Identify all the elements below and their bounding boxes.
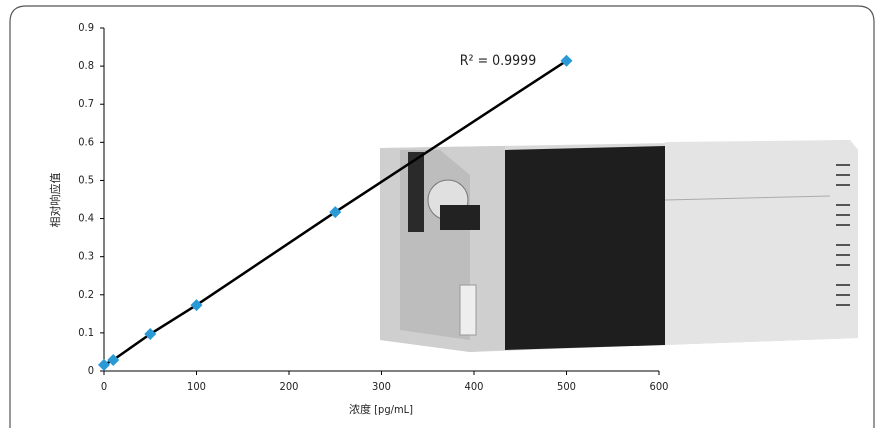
y-tick-label: 0 <box>88 364 94 377</box>
y-tick-label: 0.5 <box>78 173 94 186</box>
y-tick-label: 0.6 <box>78 135 94 148</box>
x-tick-label: 300 <box>372 380 391 393</box>
x-tick-label: 400 <box>465 380 484 393</box>
x-tick-label: 600 <box>650 380 669 393</box>
x-tick-label: 100 <box>187 380 206 393</box>
y-tick-label: 0.1 <box>78 326 94 339</box>
annotation: R² = 0.9999 <box>460 53 536 69</box>
x-tick-label: 200 <box>280 380 299 393</box>
x-tick-label: 0 <box>101 380 107 393</box>
y-tick-label: 0.8 <box>78 59 94 72</box>
y-axis-label: 相对响应值 <box>48 173 62 228</box>
y-tick-label: 0.3 <box>78 250 94 263</box>
chart: R² = 0.9999 浓度 [pg/mL] 相对响应值 0 0.1 0.2 0.3 0… <box>0 0 879 428</box>
y-tick-label: 0.2 <box>78 288 94 301</box>
x-tick-label: 500 <box>557 380 576 393</box>
y-tick-label: 0.7 <box>78 97 94 110</box>
instrument-photo <box>380 140 858 352</box>
x-axis-label: 浓度 [pg/mL] <box>349 402 413 416</box>
y-tick-label: 0.4 <box>78 212 94 225</box>
y-tick-label: 0.9 <box>78 21 94 34</box>
